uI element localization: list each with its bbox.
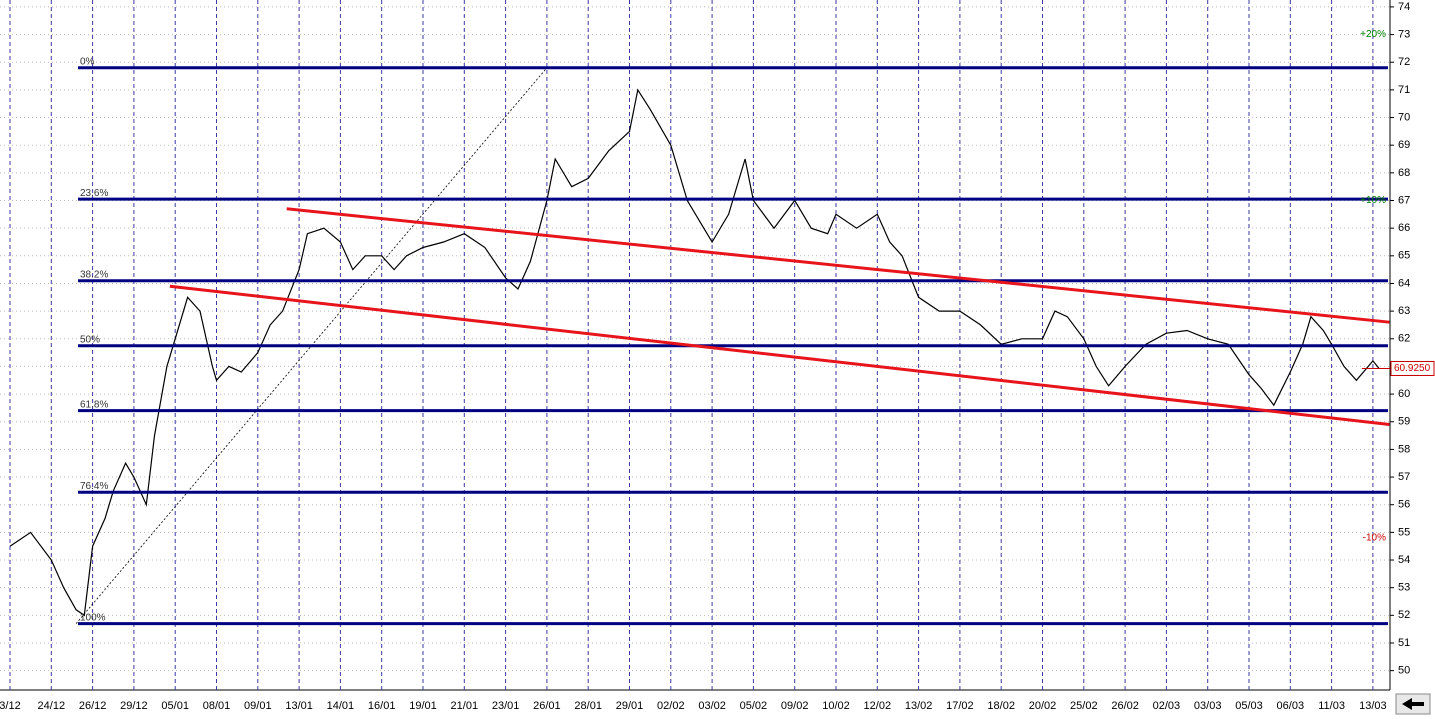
y-tick-label: 60 [1398, 388, 1410, 400]
y-tick-label: 59 [1398, 416, 1410, 428]
x-tick-label: 08/01 [203, 700, 231, 712]
trend-line [169, 284, 1390, 426]
y-tick-label: 74 [1398, 1, 1410, 13]
trend-line [286, 207, 1390, 324]
x-tick-label: 06/03 [1277, 700, 1305, 712]
x-tick-label: 26/12 [79, 700, 107, 712]
x-tick-label: 3/12 [0, 700, 21, 712]
y-tick-label: 65 [1398, 250, 1410, 262]
percent-label: +10% [1360, 195, 1386, 206]
y-tick-label: 73 [1398, 28, 1410, 40]
price-line [9, 88, 1380, 617]
x-tick-label: 09/02 [781, 700, 809, 712]
x-tick-label: 21/01 [451, 700, 479, 712]
x-tick-label: 29/12 [120, 700, 148, 712]
x-tick-label: 25/02 [1070, 700, 1098, 712]
x-tick-label: 13/01 [285, 700, 313, 712]
x-tick-label: 02/03 [1153, 700, 1181, 712]
last-price-box [1390, 361, 1435, 377]
x-tick-label: 13/02 [905, 700, 933, 712]
y-tick-label: 56 [1398, 499, 1410, 511]
x-tick-label: 17/02 [946, 700, 974, 712]
x-tick-label: 18/02 [987, 700, 1015, 712]
fib-label: 50% [80, 334, 100, 345]
arrow-icon [1402, 698, 1424, 710]
y-tick-label: 54 [1398, 554, 1410, 566]
y-tick-label: 68 [1398, 167, 1410, 179]
fib-label: 61.8% [80, 399, 108, 410]
x-tick-label: 02/02 [657, 700, 685, 712]
y-tick-label: 71 [1398, 84, 1410, 96]
x-tick-label: 26/01 [533, 700, 561, 712]
x-tick-label: 11/03 [1318, 700, 1345, 712]
y-tick-label: 52 [1398, 609, 1410, 621]
x-tick-label: 10/02 [822, 700, 850, 712]
y-tick-label: 63 [1398, 305, 1410, 317]
x-tick-label: 14/01 [327, 700, 355, 712]
x-tick-label: 24/12 [38, 700, 66, 712]
y-tick-label: 53 [1398, 582, 1410, 594]
fib-label: 76.4% [80, 481, 108, 492]
y-tick-label: 62 [1398, 333, 1410, 345]
x-tick-label: 05/02 [740, 700, 768, 712]
x-tick-label: 03/03 [1194, 700, 1222, 712]
y-tick-label: 66 [1398, 222, 1410, 234]
x-tick-label: 05/03 [1235, 700, 1263, 712]
percent-label: +20% [1360, 29, 1386, 40]
y-tick-label: 51 [1398, 637, 1410, 649]
y-tick-label: 70 [1398, 111, 1410, 123]
percent-label: -10% [1363, 533, 1386, 544]
x-tick-label: 05/01 [161, 700, 189, 712]
x-tick-label: 19/01 [409, 700, 437, 712]
x-tick-label: 03/02 [698, 700, 726, 712]
y-tick-label: 58 [1398, 443, 1410, 455]
x-tick-label: 28/01 [574, 700, 602, 712]
fib-label: 38.2% [80, 269, 108, 280]
x-tick-label: 12/02 [864, 700, 892, 712]
x-tick-label: 16/01 [368, 700, 396, 712]
y-tick-label: 67 [1398, 194, 1410, 206]
y-tick-label: 69 [1398, 139, 1410, 151]
fib-label: 23.6% [80, 188, 108, 199]
fib-label: 0% [80, 56, 95, 67]
y-tick-label: 57 [1398, 471, 1410, 483]
y-tick-label: 55 [1398, 526, 1410, 538]
fib-label: 100% [80, 612, 106, 623]
x-tick-label: 23/01 [492, 700, 520, 712]
y-tick-label: 64 [1398, 277, 1410, 289]
scroll-button[interactable] [1395, 693, 1431, 715]
y-tick-label: 50 [1398, 665, 1410, 677]
last-price-label: 60.9250 [1394, 363, 1431, 374]
x-tick-label: 13/03 [1359, 700, 1387, 712]
x-tick-label: 09/01 [244, 700, 272, 712]
x-tick-label: 29/01 [616, 700, 644, 712]
x-tick-label: 26/02 [1111, 700, 1139, 712]
x-tick-label: 20/02 [1029, 700, 1057, 712]
y-tick-label: 72 [1398, 56, 1410, 68]
